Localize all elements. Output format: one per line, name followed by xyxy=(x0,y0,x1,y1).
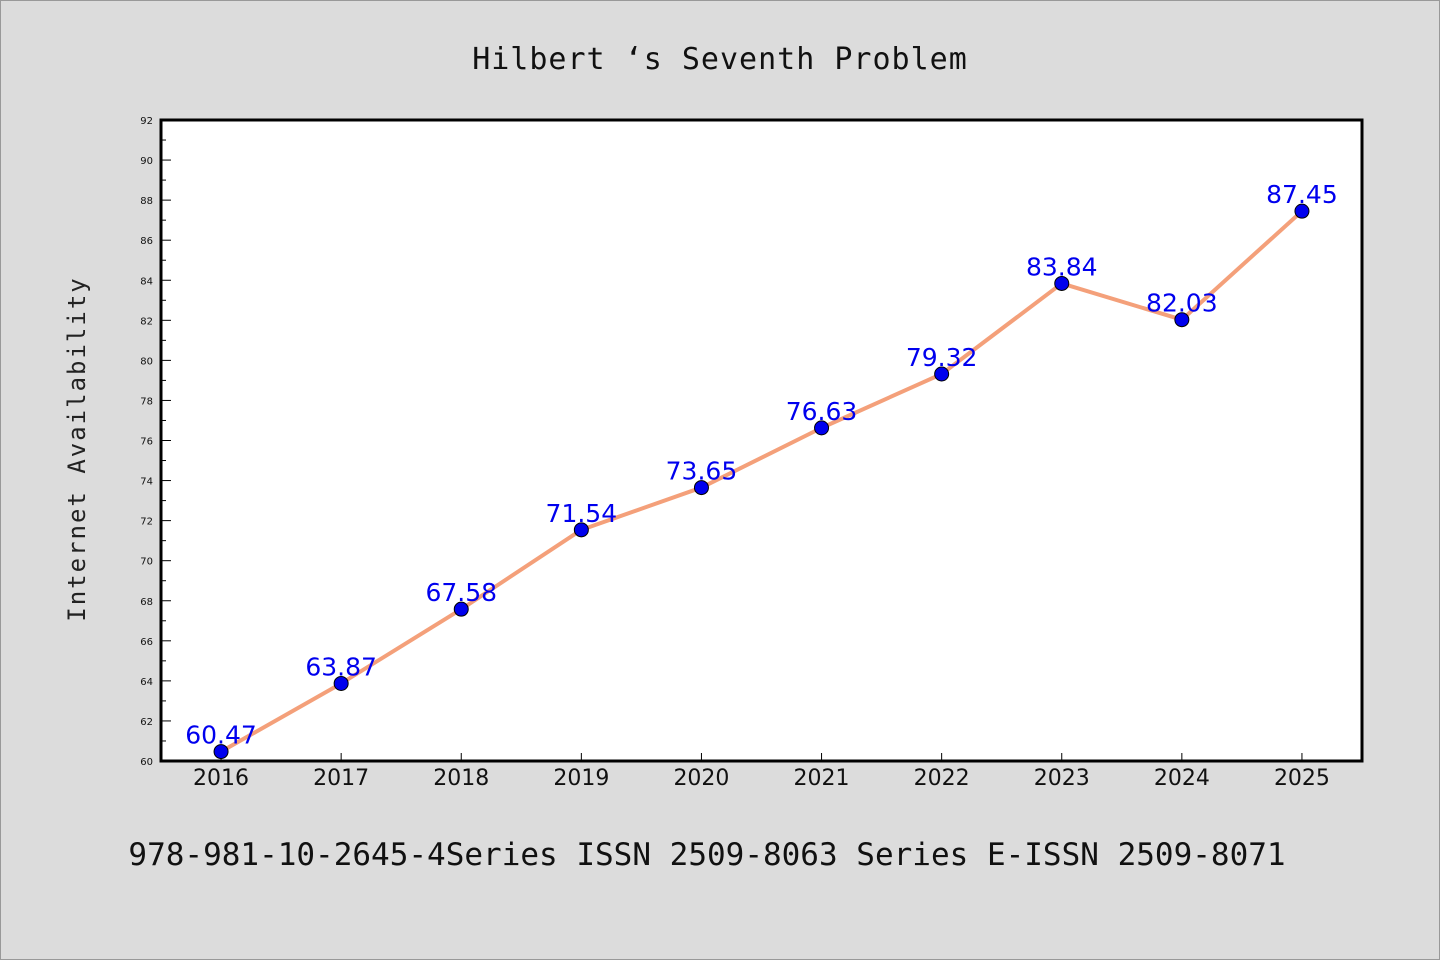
data-label: 63.87 xyxy=(305,652,377,681)
data-point xyxy=(573,522,589,538)
x-tick-label: 2019 xyxy=(553,766,609,791)
data-point xyxy=(1054,275,1070,291)
axes-layer: 60 62 64 66 68 70 72 74 76 78 80 82 84 86 88 90 92 2016 20… xyxy=(140,116,1330,791)
data-label: 83.84 xyxy=(1026,252,1098,281)
x-tick-label: 2023 xyxy=(1034,766,1090,791)
x-tick-label: 2020 xyxy=(673,766,729,791)
y-tick-label: 62 xyxy=(140,717,153,728)
y-tick-label: 70 xyxy=(140,557,153,568)
plot-area xyxy=(161,120,1362,761)
data-point xyxy=(814,420,830,436)
y-axis-label: Internet Availability xyxy=(63,276,91,621)
data-point xyxy=(453,601,469,617)
x-tick-label: 2017 xyxy=(313,766,369,791)
data-label: 71.54 xyxy=(546,499,618,528)
y-tick-label: 64 xyxy=(140,677,153,688)
data-point xyxy=(934,366,950,382)
plot-frame xyxy=(159,118,1364,763)
y-tick-label: 80 xyxy=(140,356,153,367)
y-tick-label: 74 xyxy=(140,477,153,488)
data-label: 79.32 xyxy=(906,343,978,372)
y-tick-label: 72 xyxy=(140,517,153,528)
x-tick-label: 2022 xyxy=(914,766,970,791)
y-tick-label: 78 xyxy=(140,396,153,407)
data-label: 60.47 xyxy=(185,721,257,750)
y-tick-label: 82 xyxy=(140,316,153,327)
series-layer xyxy=(213,203,1310,760)
data-point xyxy=(333,675,349,691)
data-point xyxy=(1294,203,1310,219)
data-point xyxy=(1174,312,1190,328)
y-tick-label: 76 xyxy=(140,437,153,448)
y-tick-label: 60 xyxy=(140,757,153,768)
y-tick-label: 68 xyxy=(140,597,153,608)
x-tick-label: 2024 xyxy=(1154,766,1210,791)
chart-footer: 978-981-10-2645-4Series ISSN 2509-8063 S… xyxy=(128,837,1285,873)
series-line xyxy=(219,209,1304,754)
data-label: 73.65 xyxy=(666,457,738,486)
data-label: 67.58 xyxy=(425,578,497,607)
data-label: 76.63 xyxy=(786,397,858,426)
data-point xyxy=(213,744,229,760)
y-tick-label: 86 xyxy=(140,236,153,247)
x-tick-label: 2016 xyxy=(193,766,249,791)
y-tick-label: 90 xyxy=(140,156,153,167)
y-tick-label: 88 xyxy=(140,196,153,207)
x-tick-label: 2025 xyxy=(1274,766,1330,791)
y-tick-label: 66 xyxy=(140,637,153,648)
chart-title: Hilbert ‘s Seventh Problem xyxy=(472,42,968,77)
data-label-layer: 60.47 63.87 67.58 71.54 73.65 76.63 79.32 83.84… xyxy=(185,180,1337,749)
data-label: 82.03 xyxy=(1146,289,1218,318)
y-tick-label: 84 xyxy=(140,276,153,287)
x-tick-label: 2018 xyxy=(433,766,489,791)
data-point xyxy=(693,480,709,496)
x-tick-label: 2021 xyxy=(794,766,850,791)
data-label: 87.45 xyxy=(1266,180,1338,209)
y-tick-label: 92 xyxy=(140,116,153,127)
